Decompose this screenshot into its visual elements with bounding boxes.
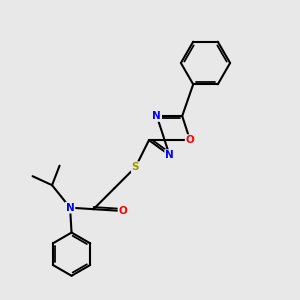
Text: N: N [152,111,161,121]
Text: O: O [118,206,127,216]
Text: N: N [165,150,174,160]
Text: O: O [186,135,194,145]
Text: N: N [66,203,74,213]
Text: S: S [132,162,139,172]
